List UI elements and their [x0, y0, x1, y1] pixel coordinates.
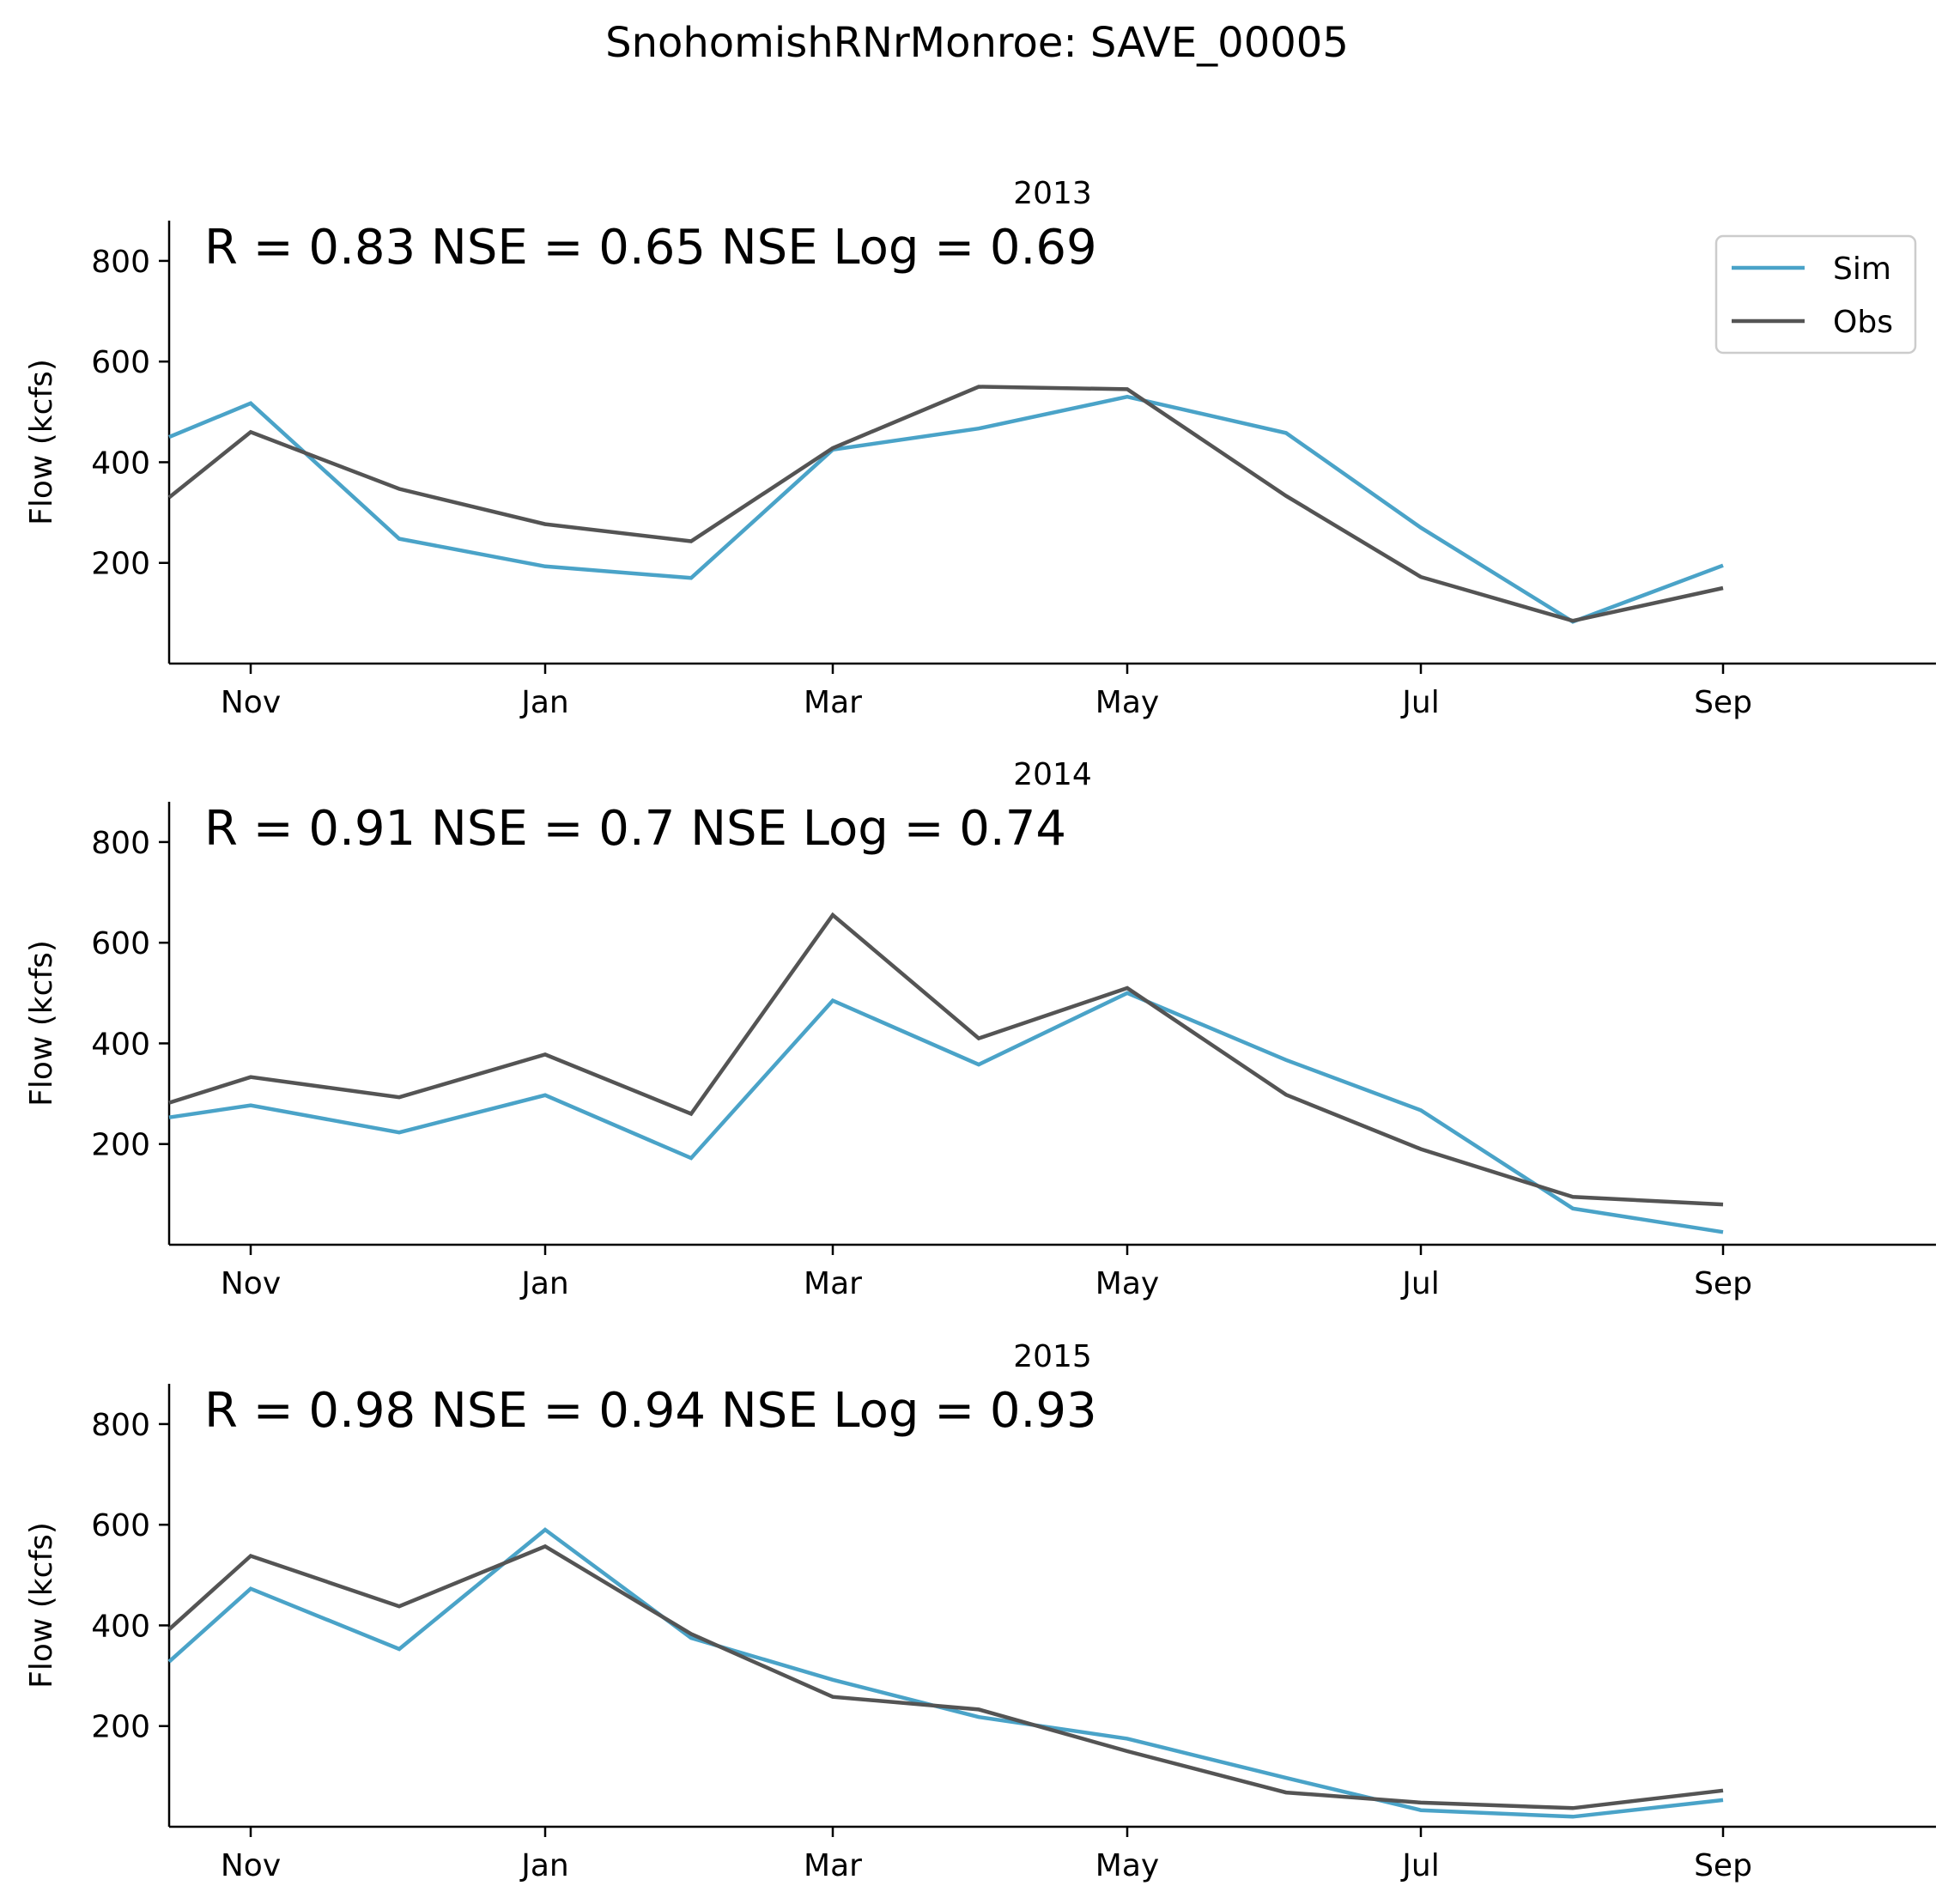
panel-2015-x-tick-label: Mar [804, 1848, 862, 1883]
panel-2014-title: 2014 [1013, 757, 1092, 792]
panel-2014-x-tick-label: Mar [804, 1266, 862, 1301]
panel-2013-title: 2013 [1013, 176, 1092, 211]
panel-2013-x-tick-label: Jul [1400, 685, 1439, 720]
panel-2014-y-tick-label: 400 [91, 1027, 150, 1062]
panel-2015-y-tick-label: 400 [91, 1609, 150, 1644]
panel-2013-x-tick-label: Sep [1694, 685, 1752, 720]
panel-2015-x-tick-label: Jan [519, 1848, 569, 1883]
figure-title: SnohomishRNrMonroe: SAVE_00005 [605, 19, 1349, 67]
panel-2014-x-tick-label: Jan [519, 1266, 569, 1301]
panel-2014-y-tick-label: 600 [91, 926, 150, 961]
panel-2015-y-tick-label: 600 [91, 1508, 150, 1543]
panel-2014-series-obs-line [168, 912, 1724, 1207]
panel-2015-x-tick-label: Sep [1694, 1848, 1752, 1883]
panel-2013-series-obs-line [167, 385, 1724, 623]
panel-2014-y-tick-label: 800 [91, 826, 150, 861]
panel-2015-x-tick-label: Nov [221, 1848, 281, 1883]
panel-2014-stats-annotation: R = 0.91 NSE = 0.7 NSE Log = 0.74 [204, 801, 1066, 857]
panel-2013-y-tick-label: 400 [91, 446, 150, 481]
panel-2014-x-tick-label: Sep [1694, 1266, 1752, 1301]
panel-2014-y-tick-label: 200 [91, 1128, 150, 1163]
panel-2013-x-tick-label: Jan [519, 685, 569, 720]
panel-2014-x-tick-label: Nov [221, 1266, 281, 1301]
panel-2015-y-axis-label: Flow (kcfs) [24, 1522, 59, 1689]
panel-2015-y-tick-label: 800 [91, 1408, 150, 1443]
legend-box [1714, 234, 1917, 355]
panel-2013-y-tick-label: 800 [91, 245, 150, 280]
panel-2013-y-tick-label: 600 [91, 345, 150, 380]
panel-2013-x-tick-label: Mar [804, 685, 862, 720]
panel-2015-x-tick-label: Jul [1400, 1848, 1439, 1883]
panel-2015-stats-annotation: R = 0.98 NSE = 0.94 NSE Log = 0.93 [204, 1383, 1097, 1439]
panel-2015-y-tick-label: 200 [91, 1710, 150, 1745]
panel-2013-x-tick-label: May [1095, 685, 1159, 720]
panel-2014-x-tick-label: Jul [1400, 1266, 1439, 1301]
panel-2013-y-axis-label: Flow (kcfs) [24, 359, 59, 525]
legend-label-obs: Obs [1833, 305, 1893, 340]
panel-2015-series-obs-line [167, 1543, 1724, 1810]
legend-label-sim: Sim [1833, 252, 1891, 287]
panel-2015-title: 2015 [1013, 1339, 1092, 1374]
panel-2013-series-sim-line [168, 394, 1724, 624]
panel-2013-stats-annotation: R = 0.83 NSE = 0.65 NSE Log = 0.69 [204, 220, 1097, 276]
panel-2014-series-sim-line [168, 991, 1724, 1234]
panel-2015-x-tick-label: May [1095, 1848, 1159, 1883]
panel-2014-x-tick-label: May [1095, 1266, 1159, 1301]
panel-2013-x-tick-label: Nov [221, 685, 281, 720]
panel-2014-y-axis-label: Flow (kcfs) [24, 940, 59, 1107]
panel-2015-series-sim-line [167, 1527, 1724, 1819]
panel-2013-y-tick-label: 200 [91, 547, 150, 582]
